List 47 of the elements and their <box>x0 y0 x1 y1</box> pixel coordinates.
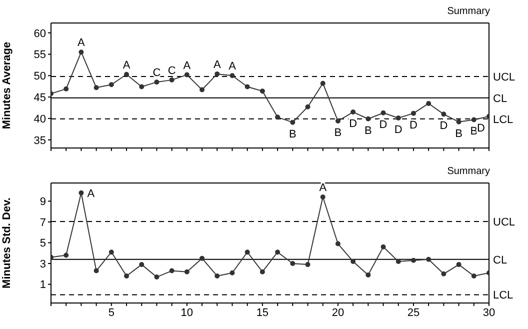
ref-line-label: LCL <box>493 114 514 126</box>
annotation: A <box>87 188 96 200</box>
y-tick-label: 9 <box>40 196 46 208</box>
ref-line-label: LCL <box>493 290 514 302</box>
y-tick-label: 35 <box>34 134 46 147</box>
annotation: A <box>122 59 131 72</box>
text: Summary <box>447 166 490 177</box>
y-tick-label: 5 <box>40 238 46 250</box>
annotation: D <box>440 120 448 132</box>
x-tick-label: 30 <box>482 306 496 319</box>
annotation: A <box>183 60 192 72</box>
annotation: D <box>394 124 402 136</box>
annotation: A <box>213 58 222 71</box>
annotation: A <box>78 37 86 50</box>
annotation: D <box>349 118 358 130</box>
annotation: B <box>455 128 462 140</box>
ref-line-label: CL <box>493 254 508 266</box>
annotation: A <box>228 60 237 73</box>
y-tick-label: 7 <box>40 216 46 229</box>
y-tick-label: 3 <box>40 258 46 270</box>
y-axis-title: Minutes Std. Dev. <box>0 198 13 288</box>
y-tick-label: 60 <box>34 28 46 40</box>
annotation: D <box>477 122 486 134</box>
annotation: B <box>334 127 342 140</box>
annotation: D <box>410 119 418 132</box>
x-tick-label: 15 <box>256 306 269 319</box>
x-tick-label: 10 <box>180 306 194 319</box>
annotation: B <box>288 128 296 140</box>
ref-line-label: CL <box>493 92 508 105</box>
y-tick-label: 50 <box>34 70 46 83</box>
annotation: B <box>364 124 372 137</box>
x-tick-label: 25 <box>407 306 420 319</box>
annotation: D <box>379 118 388 131</box>
annotation: C <box>168 64 176 77</box>
y-tick-label: 55 <box>34 49 46 62</box>
y-tick-label: 40 <box>34 113 46 126</box>
y-tick-label: 1 <box>40 279 46 292</box>
x-tick-label: 20 <box>332 306 344 319</box>
ref-line-label: UCL <box>493 216 516 228</box>
y-axis-title: Minutes Average <box>0 42 13 130</box>
ref-line-label: UCL <box>493 71 516 84</box>
annotation: A <box>319 182 328 194</box>
x-tick-label: 5 <box>108 306 114 319</box>
y-tick-label: 45 <box>34 92 46 104</box>
annotation: C <box>152 67 161 80</box>
text: Summary <box>447 6 490 17</box>
annotation: B <box>470 126 478 138</box>
